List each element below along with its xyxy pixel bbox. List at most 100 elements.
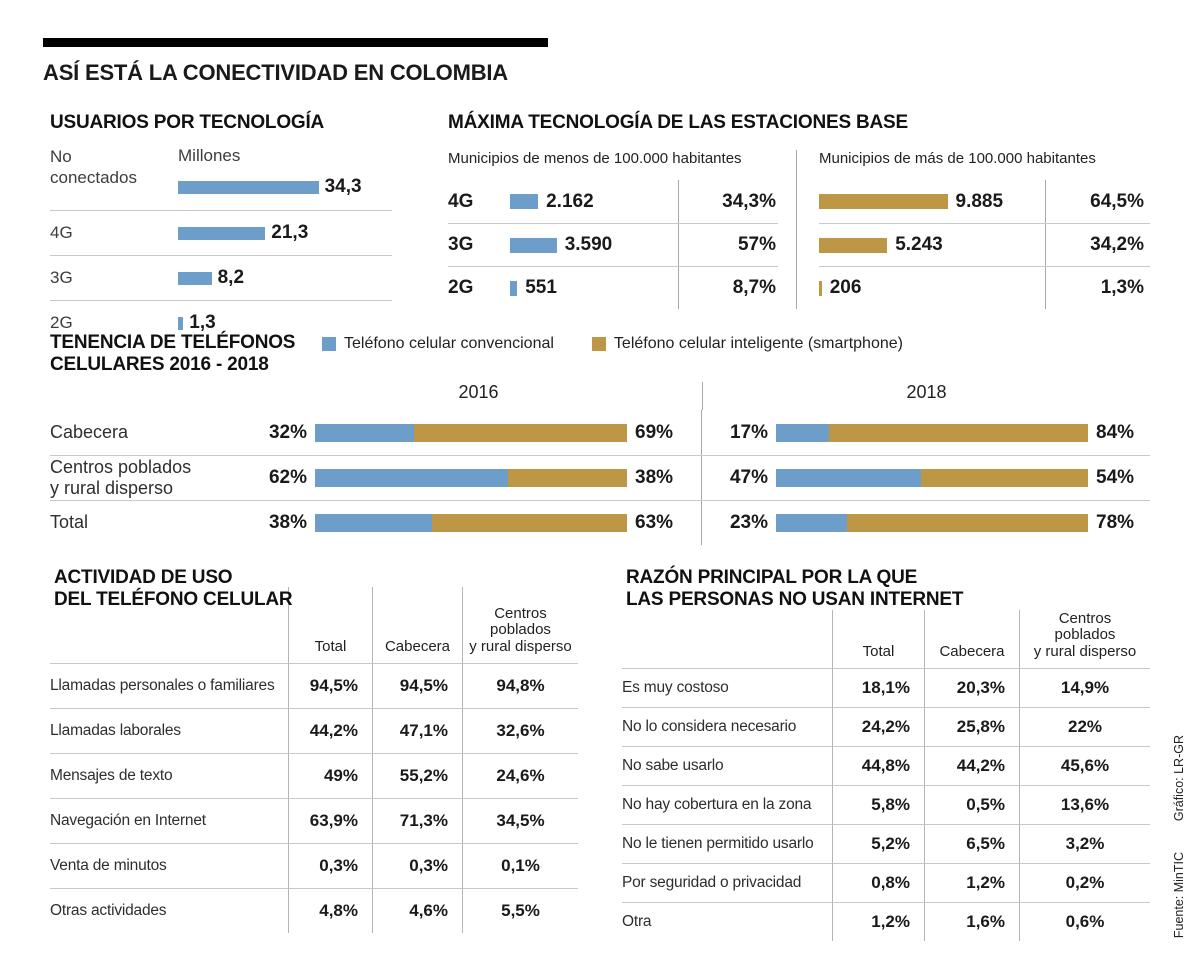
cell-value: 4,6% (372, 888, 462, 933)
smartphone-segment (508, 469, 627, 488)
category-label: 2G (448, 277, 474, 299)
base-stations-chart: MÁXIMA TECNOLOGÍA DE LAS ESTACIONES BASE… (448, 112, 1150, 310)
cell-value: 71,3% (372, 798, 462, 843)
bar-2016: 32% 69% (255, 410, 701, 455)
row-label: No sabe usarlo (622, 746, 832, 785)
category-label: 2G (50, 313, 73, 333)
cell-value: 5,8% (832, 785, 924, 824)
row-label: No hay cobertura en la zona (622, 785, 832, 824)
stations-grid: Municipios de menos de 100.000 habitante… (448, 150, 1150, 310)
smartphone-segment (828, 423, 1088, 442)
cell-value: 14,9% (1019, 668, 1150, 707)
smartphone-percent: 69% (635, 421, 674, 443)
ownership-row: Cabecera 32% 69% 17% 84% (50, 410, 1150, 456)
category-label: 4G (50, 223, 73, 243)
bar-row: 551 (510, 267, 678, 309)
title-rule (43, 38, 548, 47)
small-municipalities-column: Municipios de menos de 100.000 habitante… (448, 150, 796, 310)
column-header-cabecera: Cabecera (372, 587, 462, 663)
smartphone-segment (432, 514, 627, 533)
column-header-total: Total (288, 587, 372, 663)
phone-ownership-chart: TENENCIA DE TELÉFONOS CELULARES 2016 - 20… (50, 332, 1150, 546)
conventional-percent: 23% (729, 512, 768, 534)
section-title: MÁXIMA TECNOLOGÍA DE LAS ESTACIONES BASE (448, 112, 908, 133)
bar-value: 1,3 (189, 312, 216, 334)
conventional-segment (315, 469, 509, 488)
chart-row: 3G 8,2 (50, 255, 392, 300)
bar (510, 194, 539, 210)
cell-value: 0,5% (924, 785, 1019, 824)
section-title: ACTIVIDAD DE USO DEL TELÉFONO CELULAR (54, 567, 293, 611)
category-label: 3G (448, 234, 474, 256)
legend-swatch-gold (591, 337, 606, 351)
cell-value: 44,2% (924, 746, 1019, 785)
bar-row: 5.243 (819, 224, 1045, 266)
conventional-percent: 62% (268, 467, 307, 489)
header: ASÍ ESTÁ LA CONECTIVIDAD EN COLOMBIA (43, 38, 548, 86)
cell-value: 3,2% (1019, 824, 1150, 863)
bar (510, 280, 518, 296)
conventional-segment (315, 514, 433, 533)
cell-value: 13,6% (1019, 785, 1150, 824)
bar-2018: 23% 78% (701, 501, 1150, 546)
bar (178, 180, 319, 194)
row-label: Es muy costoso (622, 668, 832, 707)
section-title: USUARIOS POR TECNOLOGÍA (50, 112, 325, 133)
conventional-percent: 32% (268, 421, 307, 443)
bar-area: 21,3 (178, 222, 392, 244)
bar-area: 1,3 (178, 312, 392, 334)
cell-value: 94,5% (288, 663, 372, 708)
smartphone-percent: 84% (1096, 421, 1135, 443)
chart-row: 9.885 64,5% (819, 180, 1150, 224)
bar (178, 316, 184, 330)
smartphone-segment (847, 514, 1088, 533)
cell-value: 34,5% (462, 798, 578, 843)
cell-value: 0,6% (1019, 902, 1150, 941)
header-spacer (622, 610, 832, 668)
legend-label: Teléfono celular inteligente (smartphone… (613, 335, 903, 352)
bar-value: 2.162 (546, 190, 594, 212)
column-header-total: Total (832, 610, 924, 668)
section-title: RAZÓN PRINCIPAL POR LA QUE LAS PERSONAS N… (626, 567, 964, 611)
stacked-bar (776, 514, 1088, 533)
cell-value: 0,1% (462, 843, 578, 888)
chart-row: 2G 1,3 (50, 300, 392, 345)
bar-area: Millones 34,3 (178, 146, 392, 198)
column-header-centros: Centros poblados y rural disperso (462, 587, 578, 663)
chart-row: No conectados Millones 34,3 (50, 144, 392, 210)
bar-row: 1,3 (178, 312, 392, 334)
legend-item-smartphone: Teléfono celular inteligente (smartphone… (591, 335, 903, 353)
legend-item-conventional: Teléfono celular convencional (322, 335, 554, 353)
chart-head: TENENCIA DE TELÉFONOS CELULARES 2016 - 20… (50, 332, 1150, 376)
category-label: 4G (448, 190, 474, 212)
bar-percent: 57% (678, 224, 778, 267)
cell-value: 0,2% (1019, 863, 1150, 902)
spacer (50, 382, 255, 410)
row-label: Mensajes de texto (50, 753, 288, 798)
chart-row: 206 1,3% (819, 266, 1150, 310)
no-internet-reasons-table: RAZÓN PRINCIPAL POR LA QUE LAS PERSONAS N… (622, 565, 1150, 941)
year-headers: 2016 2018 (50, 382, 1150, 411)
row-label: Cabecera (50, 421, 129, 442)
row-label: No le tienen permitido usarlo (622, 824, 832, 863)
row-label: Venta de minutos (50, 843, 288, 888)
bar-percent: 1,3% (1045, 267, 1150, 310)
graphic-credit: Gráfico: LR-GR (1172, 735, 1186, 822)
cell-value: 25,8% (924, 707, 1019, 746)
cell-value: 49% (288, 753, 372, 798)
cell-value: 24,6% (462, 753, 578, 798)
row-label: Centros poblados y rural disperso (50, 456, 192, 499)
stacked-bar (315, 469, 627, 488)
conventional-segment (776, 423, 829, 442)
conventional-percent: 38% (268, 512, 307, 534)
users-by-technology-chart: USUARIOS POR TECNOLOGÍA No conectados Mil… (50, 112, 392, 345)
conventional-segment (776, 469, 922, 488)
column-subhead: Municipios de menos de 100.000 habitante… (448, 150, 742, 168)
bar-2016: 62% 38% (255, 456, 701, 500)
bar-row: 3.590 (510, 224, 678, 266)
section-title: TENENCIA DE TELÉFONOS CELULARES 2016 - 20… (50, 332, 296, 376)
year-2018-header: 2018 (702, 382, 1150, 411)
bar (819, 194, 948, 210)
bar-row: 8,2 (178, 267, 392, 289)
